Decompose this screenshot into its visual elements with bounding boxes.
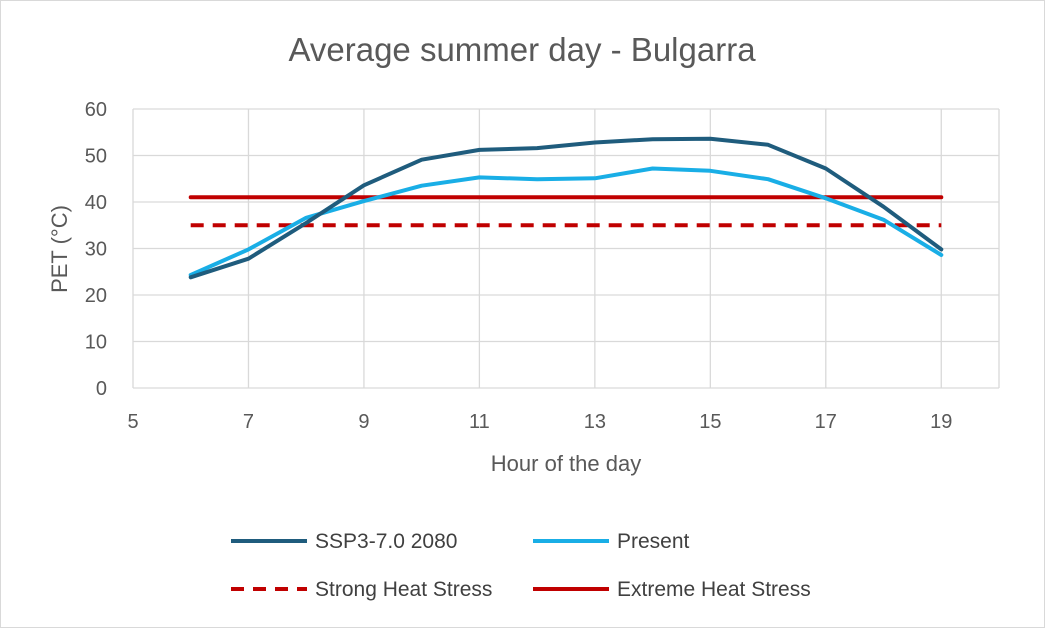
y-tick-label: 50 [85,146,107,168]
x-tick-label: 17 [815,411,837,433]
x-tick-label: 5 [127,411,138,433]
series-lines [188,136,944,280]
legend-label: Extreme Heat Stress [617,578,811,601]
y-tick-label: 20 [85,285,107,307]
legend-label: Present [617,530,690,553]
series-line-ssp3-7-0-2080 [188,136,944,280]
y-tick-label: 10 [85,332,107,354]
y-tick-label: 0 [96,378,107,400]
x-axis-label: Hour of the day [491,451,641,476]
y-tick-label: 30 [85,239,107,261]
x-tick-label: 19 [930,411,952,433]
legend-label: Strong Heat Stress [315,578,492,601]
y-axis-ticks: 0 10 20 30 40 50 60 [85,99,107,400]
y-axis-label: PET (°C) [47,205,72,293]
x-tick-label: 13 [584,411,606,433]
x-tick-label: 11 [469,411,490,433]
legend: SSP3-7.0 2080 Present Strong Heat Stress Ex… [231,530,811,601]
legend-label: SSP3-7.0 2080 [315,530,457,553]
x-tick-label: 15 [699,411,721,433]
series-line-present [188,166,944,277]
chart-title: Average summer day - Bulgarra [288,31,756,68]
x-tick-label: 7 [243,411,254,433]
y-tick-label: 60 [85,99,107,121]
gridlines [132,108,1000,389]
x-axis-ticks: 5 7 9 11 13 15 17 19 [127,411,952,433]
y-tick-label: 40 [85,192,107,214]
x-tick-label: 9 [358,411,369,433]
